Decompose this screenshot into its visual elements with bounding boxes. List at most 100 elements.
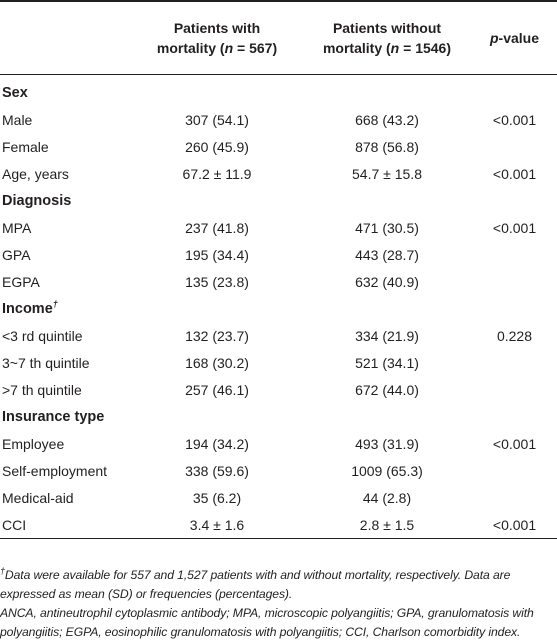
section-row: Sex: [0, 75, 557, 107]
footnote-dagger: †: [0, 565, 5, 576]
cell-without-mortality: [302, 403, 472, 430]
cell-with-mortality: 307 (54.1): [185, 111, 249, 128]
table-row: Employee 194 (34.2) 493 (31.9) <0.001: [0, 430, 557, 457]
cell-without-mortality: 471 (30.5): [355, 219, 419, 236]
table-row: 3~7 th quintile 168 (30.2) 521 (34.1): [0, 349, 557, 376]
patient-characteristics-table: Patients with mortality (n = 567) Patien…: [0, 1, 557, 539]
row-label: Employee: [2, 435, 65, 452]
cell-with-mortality: [132, 75, 302, 107]
row-label: Sex: [2, 84, 28, 101]
cell-p-value: [472, 187, 557, 214]
row-label: EGPA: [2, 273, 40, 290]
cell-p-value: [472, 133, 557, 160]
section-row: Income†: [0, 295, 557, 322]
row-label: Male: [2, 111, 33, 128]
row-label: 3~7 th quintile: [2, 354, 90, 371]
cell-with-mortality: 168 (30.2): [185, 354, 249, 371]
row-label: Age, years: [2, 165, 69, 182]
cell-without-mortality: 2.8 ± 1.5: [359, 516, 415, 533]
cell-with-mortality: [132, 187, 302, 214]
cell-p-value: <0.001: [492, 219, 537, 236]
header-p-value: p-value: [489, 30, 540, 46]
cell-without-mortality: 493 (31.9): [355, 435, 419, 452]
footnotes: †Data were available for 557 and 1,527 p…: [0, 566, 557, 642]
row-label: Diagnosis: [2, 192, 72, 209]
header-label: [0, 1, 132, 75]
header-without-mortality-line1: Patients without: [332, 20, 442, 36]
cell-p-value: [472, 241, 557, 268]
income-dagger: †: [52, 298, 58, 309]
header-with-mortality: Patients with mortality (n = 567): [132, 1, 302, 75]
cell-without-mortality: 668 (43.2): [355, 111, 419, 128]
row-label: Medical-aid: [2, 489, 74, 506]
cell-with-mortality: 3.4 ± 1.6: [189, 516, 245, 533]
footnote-1: †Data were available for 557 and 1,527 p…: [0, 566, 557, 604]
row-label: Insurance type: [2, 408, 105, 425]
row-label: <3 rd quintile: [2, 327, 83, 344]
cell-without-mortality: 334 (21.9): [355, 327, 419, 344]
header-without-mortality: Patients without mortality (n = 1546): [302, 1, 472, 75]
row-label: Self-employment: [2, 462, 108, 479]
cell-without-mortality: 878 (56.8): [355, 138, 419, 155]
cell-p-value: [472, 457, 557, 484]
cell-without-mortality: 521 (34.1): [355, 354, 419, 371]
cell-p-value: <0.001: [492, 165, 537, 182]
cell-p-value: <0.001: [492, 516, 537, 533]
cell-p-value: [472, 376, 557, 403]
header-row: Patients with mortality (n = 567) Patien…: [0, 1, 557, 75]
table-row: Female 260 (45.9) 878 (56.8): [0, 133, 557, 160]
cell-with-mortality: 237 (41.8): [185, 219, 249, 236]
cell-without-mortality: 54.7 ± 15.8: [352, 165, 422, 182]
row-label: MPA: [2, 219, 32, 236]
footnote-2: ANCA, antineutrophil cytoplasmic antibod…: [0, 606, 534, 639]
cell-without-mortality: 1009 (65.3): [351, 462, 423, 479]
footnote-1-text: Data were available for 557 and 1,527 pa…: [0, 568, 511, 601]
cell-without-mortality: 44 (2.8): [362, 489, 412, 506]
cell-without-mortality: [302, 295, 472, 322]
cell-p-value: [472, 484, 557, 511]
cell-p-value: [472, 268, 557, 295]
cell-p-value: [472, 295, 557, 322]
row-label: Income†: [2, 298, 58, 317]
cell-p-value: <0.001: [492, 435, 537, 452]
cell-p-value: [472, 403, 557, 430]
table-row: Medical-aid 35 (6.2) 44 (2.8): [0, 484, 557, 511]
table-row: Age, years 67.2 ± 11.9 54.7 ± 15.8 <0.001: [0, 160, 557, 187]
table-row: <3 rd quintile 132 (23.7) 334 (21.9) 0.228: [0, 322, 557, 349]
section-row: Insurance type: [0, 403, 557, 430]
row-label: CCI: [2, 516, 27, 533]
table-body: Sex Male 307 (54.1) 668 (43.2) <0.001 Female 2…: [0, 75, 557, 539]
table-row: Self-employment 338 (59.6) 1009 (65.3): [0, 457, 557, 484]
cell-with-mortality: 35 (6.2): [192, 489, 242, 506]
cell-with-mortality: 194 (34.2): [185, 435, 249, 452]
cell-with-mortality: [132, 403, 302, 430]
table-row: Male 307 (54.1) 668 (43.2) <0.001: [0, 106, 557, 133]
cell-without-mortality: [302, 187, 472, 214]
cell-p-value: [472, 349, 557, 376]
cell-with-mortality: 67.2 ± 11.9: [182, 165, 252, 182]
cell-p-value: <0.001: [492, 111, 537, 128]
cell-with-mortality: 260 (45.9): [185, 138, 249, 155]
table-row: MPA 237 (41.8) 471 (30.5) <0.001: [0, 214, 557, 241]
cell-with-mortality: 132 (23.7): [185, 327, 249, 344]
row-label: Female: [2, 138, 49, 155]
cell-without-mortality: [302, 75, 472, 107]
table-row: EGPA 135 (23.8) 632 (40.9): [0, 268, 557, 295]
cell-with-mortality: [132, 295, 302, 322]
cell-with-mortality: 257 (46.1): [185, 381, 249, 398]
cell-p-value: [472, 75, 557, 107]
cell-p-value: 0.228: [496, 327, 533, 344]
cell-without-mortality: 672 (44.0): [355, 381, 419, 398]
cell-with-mortality: 135 (23.8): [185, 273, 249, 290]
header-without-mortality-line2: mortality (n = 1546): [322, 40, 451, 56]
row-label: >7 th quintile: [2, 381, 82, 398]
header-with-mortality-line1: Patients with: [173, 20, 261, 36]
table-row: GPA 195 (34.4) 443 (28.7): [0, 241, 557, 268]
cell-without-mortality: 632 (40.9): [355, 273, 419, 290]
cell-with-mortality: 195 (34.4): [185, 246, 249, 263]
table-row: CCI 3.4 ± 1.6 2.8 ± 1.5 <0.001: [0, 511, 557, 539]
row-label: GPA: [2, 246, 31, 263]
table-row: >7 th quintile 257 (46.1) 672 (44.0): [0, 376, 557, 403]
section-row: Diagnosis: [0, 187, 557, 214]
